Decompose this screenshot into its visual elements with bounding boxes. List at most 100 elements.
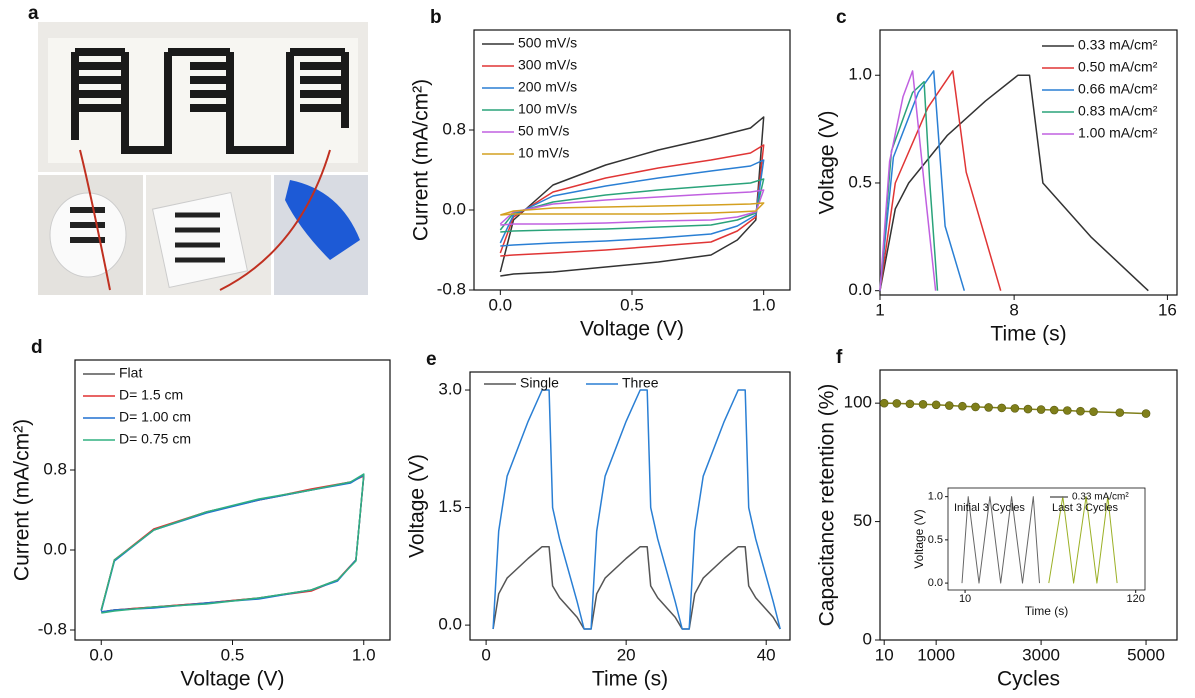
y-axis-title: Voltage (V) — [816, 111, 839, 215]
x-tick-label: 1.0 — [752, 295, 776, 314]
y-tick-label: 50 — [853, 511, 872, 530]
marker — [1076, 406, 1085, 416]
legend-label: 0.33 mA/cm² — [1078, 37, 1158, 53]
series-line — [500, 202, 765, 216]
series-line — [492, 389, 781, 630]
marker — [879, 398, 889, 408]
legend-label: 200 mV/s — [518, 79, 577, 95]
panel-label: b — [430, 7, 442, 28]
x-tick-label: 40 — [757, 645, 776, 664]
marker — [1089, 407, 1098, 416]
x-tick-label: 0.0 — [89, 645, 113, 664]
marker — [905, 399, 915, 409]
marker — [1063, 406, 1072, 415]
panel-label: f — [836, 347, 843, 368]
series-line — [879, 70, 1002, 291]
marker — [918, 400, 928, 409]
x-tick-label: 10 — [875, 645, 894, 664]
y-tick-label: 0.0 — [928, 577, 943, 589]
y-axis-title: Voltage (V) — [912, 509, 926, 568]
y-tick-label: 0.0 — [848, 280, 872, 299]
legend-label: 10 mV/s — [518, 145, 569, 161]
x-tick-label: 10 — [959, 593, 971, 605]
series-line — [879, 70, 966, 291]
y-tick-label: 0 — [863, 629, 872, 648]
x-tick-label: 0.0 — [489, 295, 513, 314]
marker — [958, 401, 967, 411]
plot-frame — [879, 29, 1178, 296]
marker — [1141, 409, 1151, 418]
x-tick-label: 1000 — [917, 645, 955, 664]
panel-label: e — [426, 349, 437, 370]
marker — [1036, 405, 1046, 414]
x-tick-label: 120 — [1127, 593, 1145, 605]
legend-label: D= 0.75 cm — [119, 431, 191, 447]
legend-label: 0.50 mA/cm² — [1078, 59, 1158, 75]
series-line — [879, 74, 1149, 292]
series-line — [100, 473, 365, 614]
electrode — [71, 48, 349, 154]
y-tick-label: 1.5 — [438, 497, 462, 516]
y-tick-label: 0.5 — [848, 172, 872, 191]
series-line — [100, 474, 365, 613]
wire — [79, 149, 331, 291]
rolled-device — [49, 192, 127, 278]
bent-electrode — [175, 212, 225, 263]
bent-device — [151, 191, 249, 289]
legend-label: 50 mV/s — [518, 123, 569, 139]
x-axis-title: Voltage (V) — [580, 318, 684, 341]
panel-label: a — [28, 3, 39, 24]
legend-label: 500 mV/s — [518, 35, 577, 51]
x-axis-title: Voltage (V) — [181, 668, 285, 691]
panel-label: c — [836, 7, 847, 28]
chart: 10 120 0.0 0.5 1.0 Time (s) Voltage (V) 0.33 mA… — [912, 487, 1146, 618]
legend-label: D= 1.00 cm — [119, 409, 191, 425]
legend-label: Three — [622, 375, 659, 391]
y-axis-title: Current (mA/cm²) — [11, 419, 34, 581]
plot-frame — [469, 371, 791, 641]
marker — [1049, 405, 1059, 415]
x-tick-label: 0 — [481, 645, 490, 664]
chart: 0 20 40 0.0 1.5 3.0 Time (s) Voltage (V) e Single… — [406, 349, 791, 691]
legend-label: 300 mV/s — [518, 57, 577, 73]
photo: a — [28, 3, 368, 295]
x-tick-label: 8 — [1009, 300, 1018, 319]
y-tick-label: 0.0 — [442, 199, 466, 218]
x-tick-label: 0.5 — [620, 295, 644, 314]
y-axis-title: Capacitance retention (%) — [816, 384, 839, 627]
plot-frame — [879, 369, 1178, 641]
y-tick-label: 0.0 — [438, 615, 462, 634]
marker — [931, 400, 941, 410]
series-line — [499, 144, 765, 257]
x-axis-title: Time (s) — [1025, 604, 1069, 618]
legend-label: Single — [520, 375, 559, 391]
marker — [892, 399, 902, 408]
legend-label: D= 1.5 cm — [119, 387, 183, 403]
y-tick-label: -0.8 — [437, 279, 466, 298]
y-tick-label: 0.8 — [43, 459, 67, 478]
series-line — [879, 70, 937, 291]
x-tick-label: 0.5 — [221, 645, 245, 664]
chart: 0.0 0.5 1.0 -0.8 0.0 0.8 Voltage (V) Current (m… — [11, 337, 391, 691]
y-tick-label: 1.0 — [848, 65, 872, 84]
x-tick-label: 16 — [1158, 300, 1177, 319]
marker — [997, 403, 1007, 413]
panel-label: d — [31, 337, 43, 358]
legend-label: Flat — [119, 365, 142, 381]
marker — [971, 402, 980, 412]
fabric — [48, 38, 358, 163]
glove — [285, 180, 360, 260]
marker — [944, 401, 954, 410]
y-tick-label: 1.0 — [928, 491, 943, 503]
x-axis-title: Cycles — [997, 668, 1060, 691]
series-line — [879, 80, 939, 291]
series-line — [100, 475, 365, 613]
series-line — [499, 116, 765, 277]
chart: 10 1000 3000 5000 0 50 100 Cycles Capacitance re… — [816, 347, 1178, 691]
series-line — [492, 545, 781, 630]
series-line — [499, 189, 765, 226]
x-tick-label: 20 — [617, 645, 636, 664]
annotation: Initial 3 Cycles — [954, 502, 1025, 514]
series-line — [100, 474, 365, 613]
legend-label: 0.33 mA/cm² — [1072, 492, 1129, 503]
